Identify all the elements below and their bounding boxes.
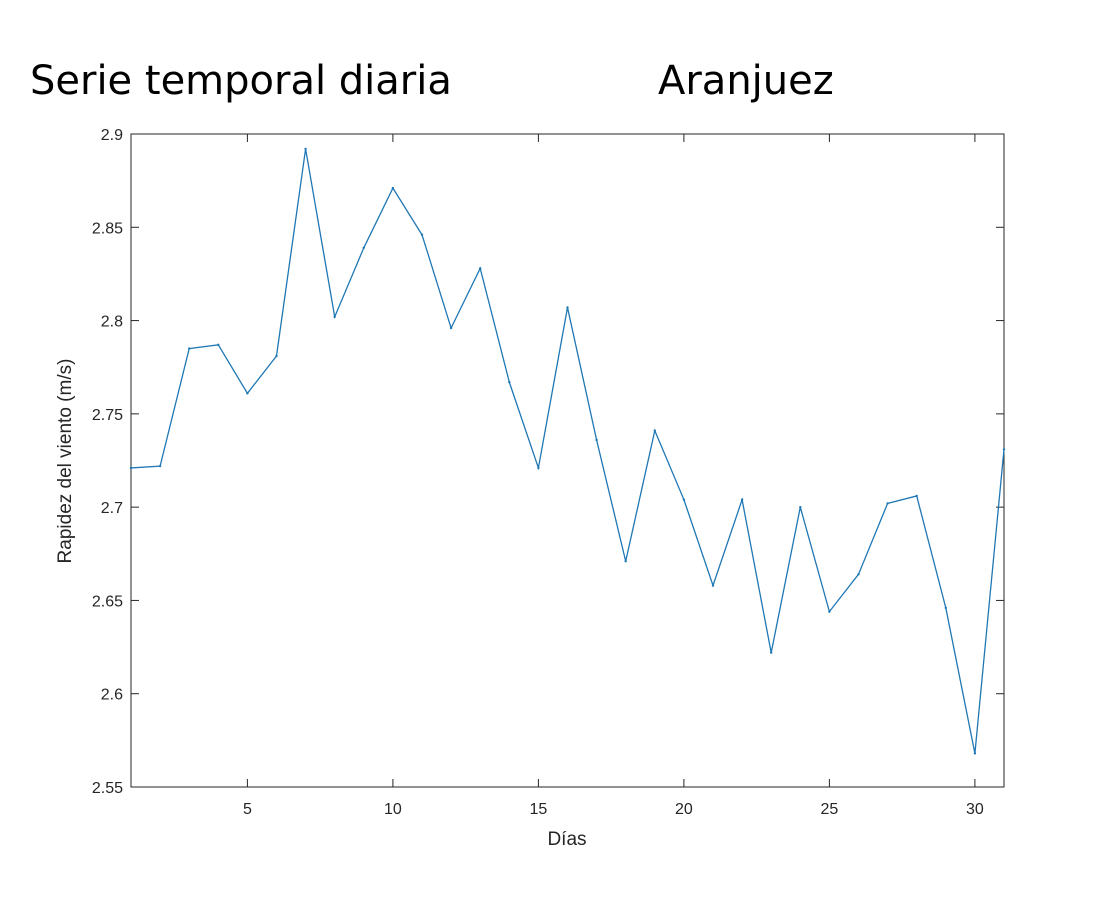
y-axis-label: Rapidez del viento (m/s) <box>55 359 76 564</box>
data-point <box>944 606 947 610</box>
data-point <box>915 494 918 498</box>
data-point <box>508 380 511 384</box>
x-tick-label: 25 <box>821 801 839 818</box>
data-point <box>566 306 569 309</box>
y-tick-label: 2.6 <box>101 687 123 704</box>
data-point <box>537 466 540 470</box>
data-point <box>770 651 773 654</box>
data-point <box>479 267 482 270</box>
y-tick-label: 2.55 <box>92 780 123 797</box>
plot-area: 2.55 2.6 2.65 2.7 2.75 2.8 2.85 2.9 5 10 15 20 25 30 <box>92 127 1006 818</box>
data-point <box>1002 448 1006 451</box>
x-tick-label: 10 <box>384 801 402 818</box>
y-tick-label: 2.65 <box>92 593 123 610</box>
chart-subtitle: Aranjuez <box>658 58 834 104</box>
y-tick-label: 2.9 <box>101 127 123 144</box>
x-tick-label: 5 <box>243 801 252 818</box>
x-axis-label: Días <box>547 829 586 850</box>
y-tick-label: 2.75 <box>92 407 123 424</box>
data-point <box>158 464 162 468</box>
data-point <box>217 343 220 347</box>
data-point <box>391 186 395 190</box>
data-point <box>449 326 453 330</box>
x-tick-label: 15 <box>530 801 548 818</box>
data-point <box>740 498 744 501</box>
axes-box <box>130 133 1005 788</box>
y-tick-label: 2.7 <box>101 500 123 517</box>
data-point <box>886 502 889 505</box>
data-point <box>362 246 365 250</box>
data-point <box>682 498 686 501</box>
data-point <box>188 347 191 350</box>
data-point <box>828 610 831 613</box>
data-point <box>624 560 627 563</box>
data-points <box>129 147 1006 755</box>
data-point <box>129 466 133 470</box>
data-point <box>304 147 307 151</box>
data-point <box>711 584 715 587</box>
data-point <box>275 354 278 358</box>
y-axis: 2.55 2.6 2.65 2.7 2.75 2.8 2.85 2.9 <box>92 127 1004 797</box>
chart-title: Serie temporal diaria <box>30 58 452 104</box>
x-tick-label: 20 <box>675 801 693 818</box>
data-point <box>799 505 802 509</box>
data-point <box>420 233 424 236</box>
x-axis: 5 10 15 20 25 30 <box>243 134 984 818</box>
y-tick-label: 2.8 <box>101 314 123 331</box>
data-point <box>973 752 977 755</box>
data-point <box>595 438 598 442</box>
data-point <box>653 429 656 432</box>
y-tick-label: 2.85 <box>92 220 123 237</box>
data-point <box>246 392 249 395</box>
data-point <box>333 315 336 319</box>
data-point <box>857 573 860 576</box>
x-tick-label: 30 <box>966 801 984 818</box>
